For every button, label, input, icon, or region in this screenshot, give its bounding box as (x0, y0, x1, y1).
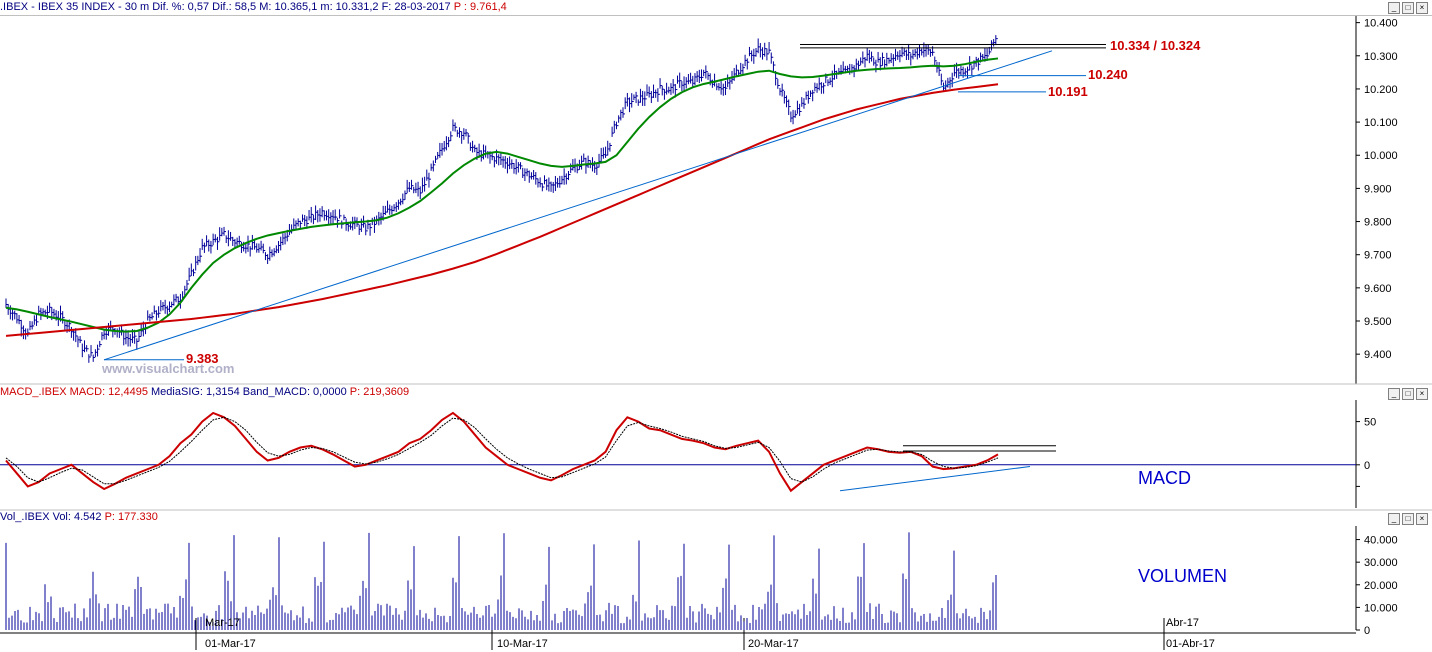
volume-panel-title: VOLUMEN (1138, 566, 1228, 586)
symbol-label: .IBEX - IBEX 35 INDEX - 30 m (0, 1, 150, 13)
price-label: P : 9.761,4 (453, 1, 507, 13)
date-label-mar20: 20-Mar-17 (748, 638, 799, 650)
price-window-buttons: _ □ × (1388, 2, 1428, 14)
dif-pct-label: Dif. %: 0,57 (152, 1, 210, 13)
close-icon[interactable]: × (1416, 2, 1428, 14)
sma_fast-line (5, 57, 999, 333)
close-icon[interactable]: × (1416, 513, 1428, 525)
max-label: M: 10.365,1 (259, 1, 318, 13)
vol-name-label: Vol_.IBEX Vol: 4.542 (0, 511, 102, 523)
y-tick-label: 10.000 (1364, 150, 1398, 162)
y-tick-label: 10.000 (1364, 602, 1398, 614)
y-tick-label: 0 (1364, 460, 1370, 472)
y-tick-label: 20.000 (1364, 580, 1398, 592)
support1-level-label: 10.240 (1088, 67, 1128, 82)
y-tick-label: 9.600 (1364, 283, 1392, 295)
vol-price-label: P: 177.330 (104, 511, 158, 523)
y-tick-label: 10.300 (1364, 51, 1398, 63)
min-label: m: 10.331,2 (320, 1, 379, 13)
y-tick-label: 9.500 (1364, 316, 1392, 328)
y-tick-label: 9.800 (1364, 217, 1392, 229)
y-tick-label: 0 (1364, 625, 1370, 637)
macd-price-label: P: 219,3609 (349, 386, 410, 398)
y-tick-label: 9.700 (1364, 250, 1392, 262)
resistance-level-label: 10.334 / 10.324 (1110, 38, 1201, 53)
price-panel-header: .IBEX - IBEX 35 INDEX - 30 m Dif. %: 0,5… (0, 0, 507, 15)
macd-name-label: MACD_.IBEX MACD: 12,4495 (0, 386, 148, 398)
date-label-apr1: 01-Abr-17 (1166, 638, 1215, 650)
y-tick-label: 9.400 (1364, 349, 1392, 361)
volume-window-buttons: _ □ × (1388, 513, 1428, 525)
macd-panel-header: MACD_.IBEX MACD: 12,4495 MediaSIG: 1,315… (0, 385, 409, 400)
trendline (103, 50, 1053, 361)
macd-band-label: Band_MACD: 0,0000 (242, 386, 347, 398)
header-divider (0, 15, 1432, 16)
month-label-apr: Abr-17 (1166, 617, 1200, 629)
dif-label: Dif.: 58,5 (212, 1, 257, 13)
y-tick-label: 10.400 (1364, 18, 1398, 30)
volume-panel-header: Vol_.IBEX Vol: 4.542 P: 177.330 (0, 510, 158, 525)
sma_slow-line (5, 83, 999, 337)
macd-panel-title: MACD (1138, 468, 1191, 488)
MACD-line (5, 411, 999, 493)
minimize-icon[interactable]: _ (1388, 388, 1400, 400)
date-label: F: 28-03-2017 (381, 1, 451, 13)
y-tick-label: 10.100 (1364, 117, 1398, 129)
maximize-icon[interactable]: □ (1402, 513, 1414, 525)
macd-signal-label: MediaSIG: 1,3154 (151, 386, 240, 398)
y-tick-label: 40.000 (1364, 535, 1398, 547)
maximize-icon[interactable]: □ (1402, 388, 1414, 400)
y-tick-label: 10.200 (1364, 84, 1398, 96)
maximize-icon[interactable]: □ (1402, 2, 1414, 14)
y-tick-label: 50 (1364, 417, 1376, 429)
date-label-mar1: 01-Mar-17 (205, 638, 256, 650)
MediaSIG-line (5, 416, 999, 485)
low-level-label: 9.383 (186, 351, 219, 366)
y-tick-label: 9.900 (1364, 183, 1392, 195)
y-tick-label: 30.000 (1364, 557, 1398, 569)
macd-window-buttons: _ □ × (1388, 388, 1428, 400)
support2-level-label: 10.191 (1048, 84, 1088, 99)
macd-trendline (839, 466, 1031, 492)
close-icon[interactable]: × (1416, 388, 1428, 400)
minimize-icon[interactable]: _ (1388, 513, 1400, 525)
watermark: www.visualchart.com (102, 361, 235, 376)
month-label-mar: Mar-17 (205, 617, 240, 629)
minimize-icon[interactable]: _ (1388, 2, 1400, 14)
date-label-mar10: 10-Mar-17 (497, 638, 548, 650)
